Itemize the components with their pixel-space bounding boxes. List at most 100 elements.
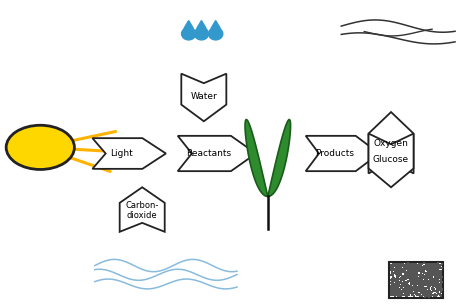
Point — [430, 271, 438, 276]
Point — [423, 282, 430, 287]
Point — [411, 290, 419, 294]
Point — [415, 287, 423, 292]
Point — [426, 263, 434, 268]
Point — [408, 277, 415, 282]
Point — [425, 289, 433, 294]
Point — [387, 263, 395, 268]
Point — [419, 285, 427, 290]
Point — [409, 287, 416, 292]
Point — [410, 283, 418, 288]
Point — [401, 285, 409, 290]
Point — [403, 292, 410, 297]
Text: Light: Light — [110, 149, 133, 158]
Point — [423, 290, 431, 295]
Point — [396, 290, 403, 294]
Point — [437, 274, 445, 278]
Point — [438, 286, 445, 291]
Point — [390, 270, 398, 275]
Point — [432, 264, 440, 269]
Point — [421, 294, 429, 299]
Point — [438, 275, 446, 280]
Point — [418, 281, 425, 286]
Point — [387, 293, 394, 297]
Point — [390, 264, 397, 269]
Point — [409, 278, 417, 283]
Point — [413, 278, 421, 283]
Point — [430, 282, 438, 287]
Point — [402, 271, 410, 276]
Point — [413, 282, 421, 286]
Point — [388, 263, 395, 268]
Point — [409, 261, 417, 266]
Point — [389, 266, 396, 271]
Point — [419, 291, 427, 296]
Point — [403, 271, 410, 276]
Point — [430, 263, 438, 268]
Point — [391, 283, 399, 288]
Point — [434, 267, 442, 272]
Point — [426, 261, 433, 266]
Point — [401, 280, 409, 285]
Point — [436, 272, 444, 277]
Point — [425, 266, 433, 270]
Point — [393, 280, 401, 285]
Point — [417, 279, 424, 284]
Point — [416, 279, 423, 284]
Point — [397, 290, 405, 295]
Point — [395, 290, 402, 295]
Point — [394, 263, 401, 268]
Point — [401, 268, 409, 273]
Point — [394, 292, 402, 297]
Point — [390, 275, 398, 280]
Point — [419, 292, 427, 297]
Point — [389, 262, 397, 266]
Point — [410, 291, 418, 296]
Point — [432, 278, 439, 283]
Point — [411, 274, 419, 279]
Point — [412, 263, 419, 268]
Point — [407, 265, 415, 270]
Point — [425, 263, 432, 268]
Point — [435, 274, 443, 279]
Point — [393, 290, 401, 295]
Point — [390, 290, 398, 295]
Point — [409, 280, 417, 285]
Point — [399, 273, 406, 278]
Point — [389, 291, 397, 296]
Text: Glucose: Glucose — [373, 155, 409, 164]
Point — [410, 274, 418, 279]
Point — [430, 278, 438, 283]
Point — [423, 275, 430, 280]
Point — [419, 266, 427, 270]
Text: Water: Water — [191, 92, 217, 101]
Point — [395, 287, 403, 292]
Point — [414, 267, 422, 272]
Point — [392, 292, 400, 297]
Point — [403, 273, 410, 278]
Point — [432, 293, 440, 297]
Point — [430, 273, 438, 278]
Point — [430, 283, 438, 288]
Point — [399, 275, 406, 280]
Point — [423, 274, 431, 279]
Point — [405, 287, 412, 292]
Point — [434, 282, 441, 286]
Point — [414, 279, 422, 284]
Point — [399, 282, 407, 287]
Point — [421, 292, 428, 297]
Point — [392, 270, 400, 275]
Point — [395, 261, 402, 266]
Point — [420, 264, 428, 269]
Point — [389, 285, 397, 290]
Point — [397, 278, 405, 283]
Point — [432, 262, 440, 266]
Point — [420, 265, 428, 270]
Point — [401, 291, 409, 296]
Point — [410, 277, 418, 282]
Point — [413, 278, 420, 283]
Point — [427, 290, 435, 295]
Point — [430, 281, 438, 286]
Point — [399, 274, 407, 279]
Point — [395, 270, 402, 275]
Point — [407, 274, 414, 279]
